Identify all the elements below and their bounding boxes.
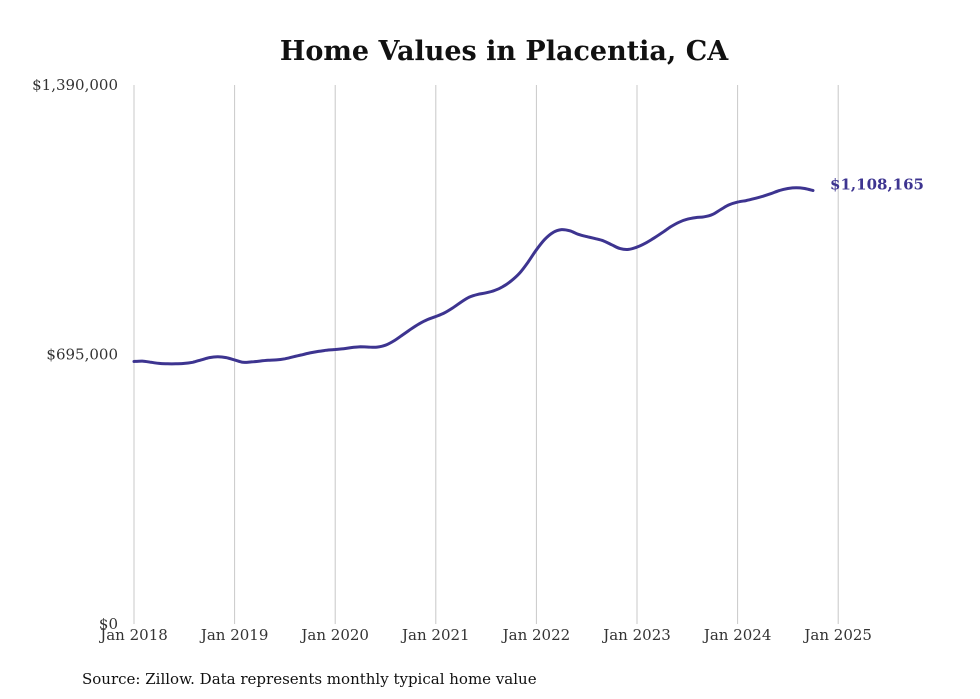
gridlines [133,85,839,624]
y-tick-label: $0 [99,615,118,633]
chart-title: Home Values in Placentia, CA [280,36,729,67]
series-layer [132,186,815,366]
y-tick-label: $1,390,000 [32,76,118,94]
x-tick-label: Jan 2018 [98,626,168,644]
y-tick-label: $695,000 [46,346,118,364]
x-tick-label: Jan 2023 [601,626,671,644]
x-tick-label: Jan 2025 [802,626,872,644]
x-tick-label: Jan 2020 [299,626,369,644]
series-line [132,186,815,366]
x-axis-tick-labels: Jan 2018 Jan 2019 Jan 2020 Jan 2021 Jan 2022… [98,626,872,644]
x-tick-label: Jan 2024 [702,626,772,644]
x-tick-label: Jan 2022 [501,626,571,644]
x-tick-label: Jan 2019 [199,626,269,644]
source-note: Source: Zillow. Data represents monthly … [82,670,537,688]
last-value-label: $1,108,165 [830,175,924,193]
y-axis-tick-labels: $0 $695,000 $1,390,000 [32,76,118,633]
x-tick-label: Jan 2021 [400,626,470,644]
